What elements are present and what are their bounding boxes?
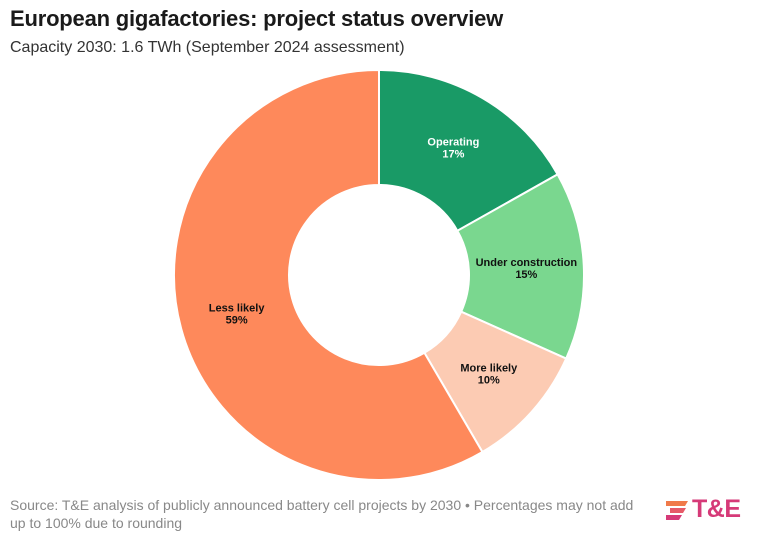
slice-label-more-likely: More likely 10% [460,362,518,386]
slice-value-label: 10% [478,374,500,386]
slice-category-label: Operating [427,137,479,149]
slice-labels: Operating 17% Under construction 15% More li… [209,137,578,387]
slice-operating [378,68,559,233]
slice-category-label: Under construction [476,257,578,269]
source-note: Source: T&E analysis of publicly announc… [10,497,634,531]
slice-less-likely [173,68,484,481]
donut-slices [173,68,585,481]
donut-chart: Operating 17% Under construction 15% More li… [173,68,585,481]
slice-label-operating: Operating 17% [427,137,479,161]
chart-title: European gigafactories: project status o… [10,6,504,31]
te-logo-mark-icon [666,500,688,520]
slice-value-label: 17% [442,149,464,161]
slice-under-construction [456,172,585,360]
slice-category-label: Less likely [209,303,266,315]
slice-label-under-construction: Under construction 15% [476,257,578,281]
chart-subtitle: Capacity 2030: 1.6 TWh (September 2024 a… [10,39,405,56]
slice-value-label: 15% [515,269,537,281]
slice-category-label: More likely [460,362,518,374]
te-logo-text: T&E [692,495,741,523]
te-logo: T&E [664,495,741,524]
slice-value-label: 59% [226,315,248,327]
slice-label-less-likely: Less likely 59% [209,303,266,327]
